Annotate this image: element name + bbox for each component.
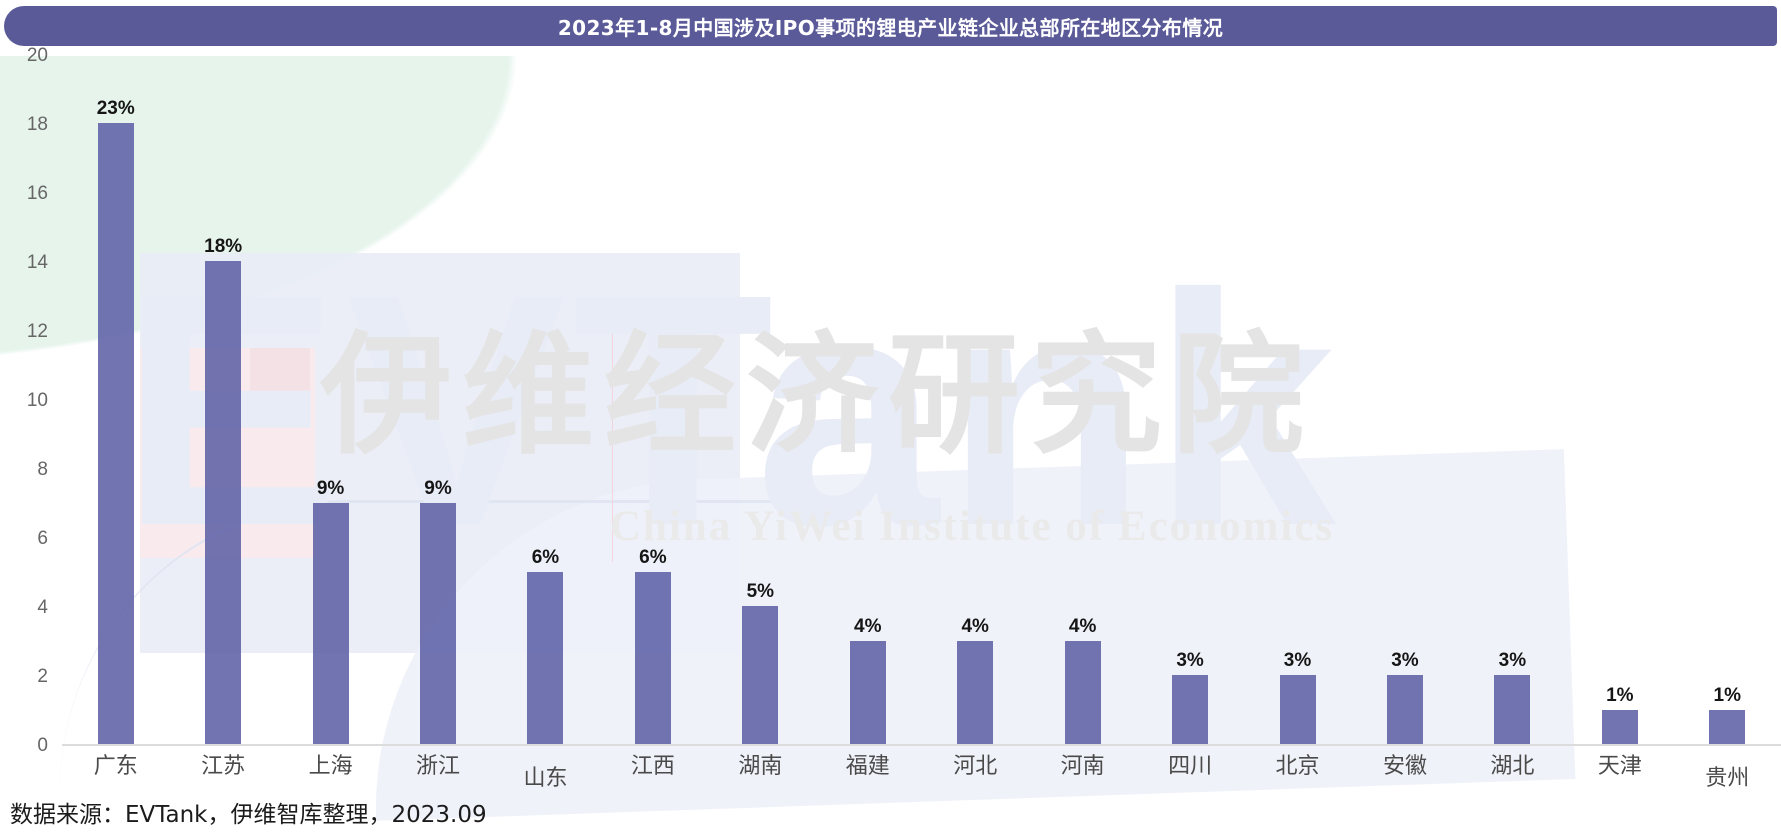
- bar-value-label: 6%: [531, 546, 560, 568]
- bar-slot[interactable]: 3%: [1136, 56, 1243, 744]
- bar[interactable]: [1279, 675, 1316, 744]
- y-axis-tick: 4: [37, 597, 48, 618]
- bar-value-label: 5%: [746, 581, 775, 602]
- y-axis-tick: 8: [37, 459, 48, 480]
- x-axis-tick: 江苏: [201, 754, 246, 779]
- y-axis-tick: 18: [26, 114, 48, 135]
- bar-slot[interactable]: 3%: [1244, 56, 1351, 744]
- bar[interactable]: [849, 640, 886, 744]
- bar-value-label: 3%: [1498, 650, 1527, 671]
- bar-slot[interactable]: 23%: [62, 56, 169, 744]
- x-axis: 广东 江苏 上海 浙江 山东 江西 湖南 福建 河北 河南 四川 北京 安徽 湖北 天津 贵州: [62, 748, 1781, 794]
- bar-value-label: 3%: [1391, 650, 1419, 671]
- x-axis-tick: 四川: [1168, 754, 1213, 779]
- bar-value-label: 23%: [96, 98, 135, 119]
- chart-title-bar: 2023年1-8月中国涉及IPO事项的锂电产业链企业总部所在地区分布情况: [4, 6, 1777, 46]
- bar-value-label: 3%: [1283, 650, 1312, 671]
- x-axis-tick: 广东: [93, 754, 138, 779]
- plot-area: 23% 18% 9% 9% 6% 6% 5% 4% 4% 4% 3% 3% 3% 3% 1% 1%: [62, 56, 1781, 746]
- bar[interactable]: [205, 261, 242, 744]
- bar-slot[interactable]: 1%: [1566, 56, 1673, 744]
- bar[interactable]: [1064, 640, 1101, 744]
- bar-value-label: 4%: [854, 615, 882, 637]
- bar-slot[interactable]: 6%: [599, 56, 706, 744]
- bar[interactable]: [1172, 675, 1209, 744]
- bar-slot[interactable]: 5%: [707, 56, 814, 744]
- source-note: 数据来源：EVTank，伊维智库整理，2023.09: [10, 802, 487, 828]
- x-axis-tick: 湖南: [738, 754, 783, 779]
- bar-value-label: 1%: [1713, 684, 1742, 706]
- bar-slot[interactable]: 9%: [384, 56, 491, 744]
- bar-slot[interactable]: 4%: [922, 56, 1029, 744]
- bar[interactable]: [742, 606, 779, 744]
- x-axis-tick: 天津: [1597, 754, 1642, 779]
- bar-slot[interactable]: 18%: [169, 56, 276, 744]
- bar[interactable]: [634, 571, 671, 744]
- bar-slot[interactable]: 6%: [492, 56, 599, 744]
- bar-slot[interactable]: 4%: [1029, 56, 1136, 744]
- chart-title: 2023年1-8月中国涉及IPO事项的锂电产业链企业总部所在地区分布情况: [557, 15, 1224, 40]
- chart-area: 0 2 4 6 8 10 12 14 16 18 20 23% 18% 9% 9% 6% 6% 5% 4% 4% 4%…: [0, 45, 1781, 791]
- bar-value-label: 9%: [316, 477, 345, 499]
- bar-value-label: 9%: [424, 477, 452, 499]
- y-axis-tick: 20: [26, 45, 48, 66]
- bar-value-label: 6%: [639, 546, 667, 568]
- x-axis-tick: 安徽: [1382, 754, 1427, 779]
- bar[interactable]: [957, 640, 994, 744]
- bar-slot[interactable]: 3%: [1351, 56, 1458, 744]
- bar[interactable]: [527, 571, 564, 744]
- y-axis-tick: 2: [37, 666, 48, 687]
- x-axis-tick: 河南: [1060, 754, 1105, 779]
- x-axis-tick: 江西: [630, 754, 675, 779]
- x-axis-baseline: [62, 744, 1781, 746]
- bar-series: 23% 18% 9% 9% 6% 6% 5% 4% 4% 4% 3% 3% 3% 3% 1% 1%: [62, 56, 1781, 744]
- bar[interactable]: [1386, 675, 1423, 744]
- bar[interactable]: [1494, 675, 1531, 744]
- y-axis-tick: 16: [26, 183, 48, 204]
- bar-slot[interactable]: 4%: [814, 56, 921, 744]
- x-axis-tick: 河北: [953, 754, 998, 779]
- x-axis-tick: 湖北: [1490, 754, 1535, 779]
- bar[interactable]: [420, 502, 457, 744]
- bar-slot[interactable]: 9%: [277, 56, 384, 744]
- bar[interactable]: [1709, 709, 1746, 744]
- bar-value-label: 4%: [961, 615, 989, 637]
- bar[interactable]: [97, 123, 134, 744]
- x-axis-tick: 山东: [523, 766, 568, 791]
- bar-slot[interactable]: 1%: [1674, 56, 1781, 744]
- x-axis-tick: 浙江: [416, 754, 461, 779]
- bar-value-label: 18%: [204, 236, 243, 257]
- bar[interactable]: [1601, 709, 1638, 744]
- x-axis-tick: 北京: [1275, 754, 1320, 779]
- x-axis-tick: 福建: [845, 754, 890, 779]
- bar-value-label: 1%: [1606, 684, 1634, 706]
- x-axis-tick: 上海: [308, 754, 353, 779]
- y-axis-tick: 10: [26, 390, 48, 411]
- x-axis-tick: 贵州: [1705, 766, 1750, 791]
- bar[interactable]: [312, 502, 349, 744]
- bar-value-label: 3%: [1176, 650, 1204, 671]
- y-axis-tick: 14: [26, 252, 48, 273]
- bar-value-label: 4%: [1068, 615, 1097, 637]
- y-axis-tick: 12: [26, 321, 48, 342]
- y-axis: 0 2 4 6 8 10 12 14 16 18 20: [0, 45, 62, 756]
- bar-slot[interactable]: 3%: [1459, 56, 1566, 744]
- y-axis-tick: 0: [37, 735, 48, 756]
- y-axis-tick: 6: [37, 528, 48, 549]
